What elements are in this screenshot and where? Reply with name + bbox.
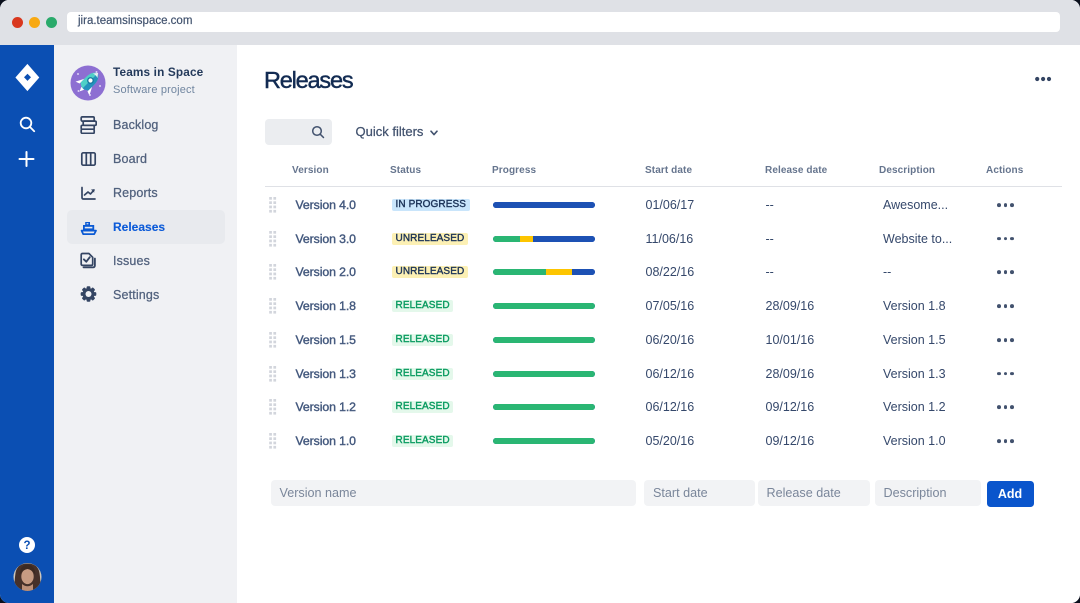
svg-text:?: ? — [23, 540, 30, 552]
